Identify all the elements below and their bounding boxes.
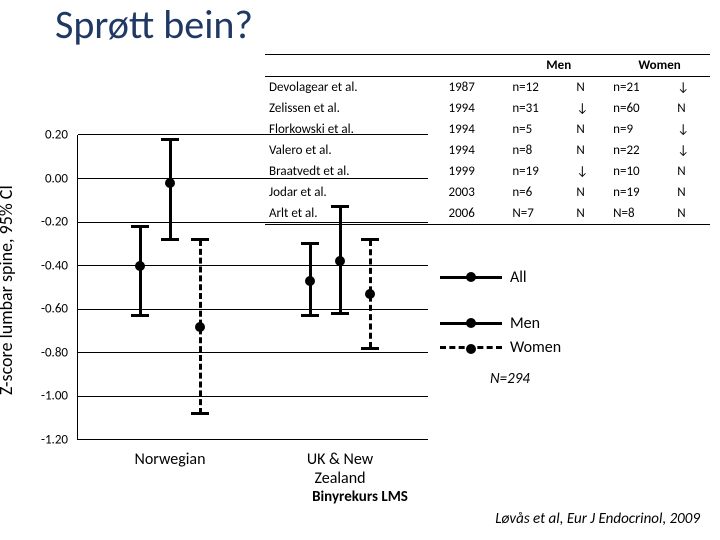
- ytick-label: 0.00: [28, 171, 68, 186]
- ytick-label: -0.20: [28, 215, 68, 230]
- ci-whisker: [331, 205, 349, 208]
- table-cell: n=21: [609, 77, 673, 99]
- legend-men-label: Men: [510, 314, 540, 333]
- table-cell: ↓: [572, 161, 609, 182]
- table-row: Zelissen et al.1994n=31↓n=60N: [265, 98, 710, 119]
- citation: Løvås et al, Eur J Endocrinol, 2009: [495, 510, 700, 528]
- legend-women: Women: [440, 335, 561, 359]
- table-cell: N: [673, 182, 710, 203]
- table-cell: n=19: [508, 161, 572, 182]
- table-cell: N=8: [609, 203, 673, 225]
- table-cell: 1999: [444, 161, 508, 182]
- table-cell: ↓: [673, 77, 710, 99]
- ci-whisker: [191, 238, 209, 241]
- table-cell: N: [673, 98, 710, 119]
- footer-text: Binyrekurs LMS: [0, 488, 720, 506]
- ytick-label: -1.00: [28, 389, 68, 404]
- table-cell: Devolagear et al.: [265, 77, 444, 99]
- ci-whisker: [301, 314, 319, 317]
- table-cell: n=8: [508, 140, 572, 161]
- table-cell: 2006: [444, 203, 508, 225]
- legend-women-label: Women: [510, 338, 561, 357]
- n-label: N=294: [490, 370, 530, 388]
- ci-whisker: [361, 347, 379, 350]
- table-cell: n=19: [609, 182, 673, 203]
- ci-whisker: [191, 412, 209, 415]
- ci-bar: [139, 227, 142, 316]
- table-cell: n=12: [508, 77, 572, 99]
- ytick-label: -0.40: [28, 258, 68, 273]
- gridline: [78, 352, 428, 353]
- mean-point: [335, 256, 345, 266]
- table-cell: N: [572, 203, 609, 225]
- table-cell: N=7: [508, 203, 572, 225]
- mean-point: [195, 322, 205, 332]
- table-cell: n=31: [508, 98, 572, 119]
- legend-line-icon: [440, 276, 502, 279]
- zscore-chart: Z-score lumbar spine, 95% CI 0.200.00-0.…: [5, 135, 435, 475]
- legend-line-icon: [440, 322, 502, 325]
- gridline: [78, 309, 428, 310]
- legend-all: All: [440, 265, 561, 289]
- ytick-label: -0.80: [28, 345, 68, 360]
- ci-whisker: [161, 238, 179, 241]
- table-cell: N: [572, 182, 609, 203]
- mean-point: [135, 261, 145, 271]
- gridline: [78, 439, 428, 440]
- table-cell: 1994: [444, 119, 508, 140]
- table-row: Devolagear et al.1987n=12Nn=21↓: [265, 77, 710, 99]
- ytick-label: -1.20: [28, 433, 68, 448]
- table-cell: 1987: [444, 77, 508, 99]
- legend-men: Men: [440, 311, 561, 335]
- legend-all-label: All: [510, 268, 527, 287]
- plot-area: 0.200.00-0.20-0.40-0.60-0.80-1.00-1.20No…: [77, 135, 428, 440]
- col-men: Men: [546, 58, 571, 73]
- gridline: [78, 134, 428, 135]
- y-axis-label: Z-score lumbar spine, 95% CI: [0, 185, 17, 395]
- table-cell: N: [572, 119, 609, 140]
- gridline: [78, 265, 428, 266]
- table-cell: 1994: [444, 98, 508, 119]
- table-cell: ↓: [673, 140, 710, 161]
- legend-dash-icon: [440, 346, 502, 349]
- table-cell: n=6: [508, 182, 572, 203]
- table-cell: n=5: [508, 119, 572, 140]
- table-cell: N: [673, 161, 710, 182]
- table-header-row: Men Women: [265, 55, 710, 77]
- mean-point: [305, 276, 315, 286]
- table-cell: N: [572, 140, 609, 161]
- gridline: [78, 396, 428, 397]
- table-cell: N: [572, 77, 609, 99]
- ci-whisker: [331, 312, 349, 315]
- ci-whisker: [301, 242, 319, 245]
- gridline: [78, 222, 428, 223]
- table-cell: 1994: [444, 140, 508, 161]
- ci-whisker: [161, 138, 179, 141]
- table-cell: ↓: [572, 98, 609, 119]
- ytick-label: 0.20: [28, 128, 68, 143]
- mean-point: [165, 178, 175, 188]
- ci-whisker: [361, 238, 379, 241]
- table-cell: n=9: [609, 119, 673, 140]
- slide-title: Sprøtt bein?: [55, 0, 253, 49]
- legend: All Men Women: [440, 265, 561, 359]
- table-cell: ↓: [673, 119, 710, 140]
- table-cell: n=22: [609, 140, 673, 161]
- mean-point: [365, 289, 375, 299]
- table-cell: n=10: [609, 161, 673, 182]
- table-cell: Zelissen et al.: [265, 98, 444, 119]
- table-cell: 2003: [444, 182, 508, 203]
- table-cell: N: [673, 203, 710, 225]
- ci-bar: [169, 139, 172, 239]
- ci-whisker: [131, 225, 149, 228]
- xtick-label: Norwegian: [135, 450, 206, 469]
- ytick-label: -0.60: [28, 302, 68, 317]
- table-cell: n=60: [609, 98, 673, 119]
- gridline: [78, 178, 428, 179]
- ci-whisker: [131, 314, 149, 317]
- xtick-label: UK & New Zealand: [296, 450, 384, 488]
- col-women: Women: [638, 58, 680, 73]
